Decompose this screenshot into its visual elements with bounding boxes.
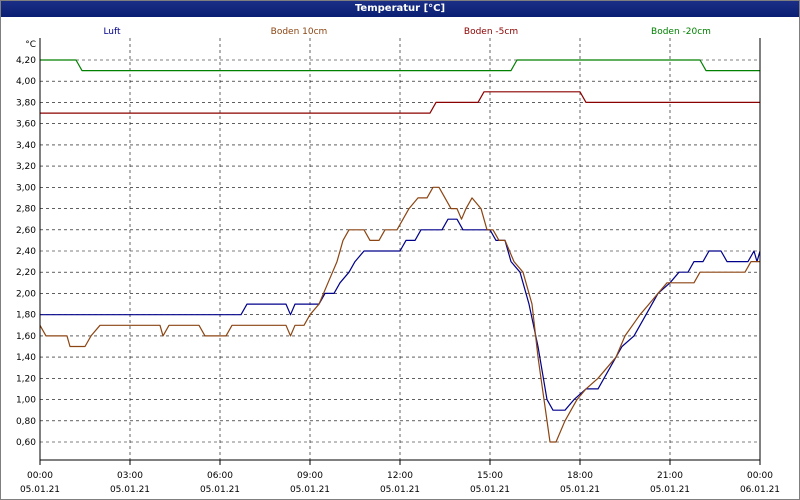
- axes: 0,60 0,80 1,00 1,20 1,40 1,60 1,80 2,00 2,20 2,40…: [16, 38, 780, 495]
- x-tick-date: 05.01.21: [20, 485, 60, 495]
- x-tick-date: 06.01.21: [740, 485, 780, 495]
- window-title: Temperatur [°C]: [1, 1, 799, 17]
- y-tick-label: 2,20: [16, 268, 36, 278]
- legend-item-0: Luft: [103, 27, 121, 37]
- x-tick-date: 05.01.21: [380, 485, 420, 495]
- y-tick-label: 3,60: [16, 120, 36, 130]
- y-tick-label: 2,80: [16, 205, 36, 215]
- y-tick-label: 3,40: [16, 141, 36, 151]
- y-tick-label: 2,40: [16, 247, 36, 257]
- x-tick-time: 00:00: [747, 471, 773, 481]
- x-tick-time: 00:00: [27, 471, 53, 481]
- y-tick-label: 3,80: [16, 98, 36, 108]
- y-tick-label: 4,00: [16, 77, 36, 87]
- y-tick-label: 1,80: [16, 311, 36, 321]
- y-tick-label: 1,40: [16, 353, 36, 363]
- legend: Luft Boden 10cm Boden -5cm Boden -20cm: [103, 27, 711, 37]
- grid: [40, 38, 760, 460]
- legend-item-3: Boden -20cm: [651, 27, 711, 37]
- x-tick-time: 03:00: [117, 471, 143, 481]
- series-line-2: [40, 91, 760, 114]
- x-tick-date: 05.01.21: [200, 485, 240, 495]
- x-tick-time: 21:00: [657, 471, 683, 481]
- x-tick-date: 05.01.21: [290, 485, 330, 495]
- y-axis-unit: °C: [25, 40, 36, 50]
- x-tick-date: 05.01.21: [110, 485, 150, 495]
- legend-item-1: Boden 10cm: [271, 27, 328, 37]
- series-line-1: [39, 186, 760, 443]
- series-lines: [39, 59, 761, 443]
- y-tick-label: 3,20: [16, 162, 36, 172]
- y-tick-label: 1,20: [16, 374, 36, 384]
- x-tick-date: 05.01.21: [650, 485, 690, 495]
- y-tick-label: 0,80: [16, 417, 36, 427]
- y-tick-label: 2,60: [16, 226, 36, 236]
- y-tick-label: 2,00: [16, 289, 36, 299]
- series-line-3: [40, 59, 760, 72]
- x-tick-date: 05.01.21: [470, 485, 510, 495]
- x-tick-time: 09:00: [297, 471, 323, 481]
- y-tick-label: 3,00: [16, 183, 36, 193]
- y-tick-label: 0,60: [16, 438, 36, 448]
- x-tick-time: 06:00: [207, 471, 233, 481]
- legend-item-2: Boden -5cm: [464, 27, 518, 37]
- x-tick-time: 15:00: [477, 471, 503, 481]
- x-tick-date: 05.01.21: [560, 485, 600, 495]
- series-line-0: [40, 218, 761, 411]
- y-tick-label: 1,00: [16, 396, 36, 406]
- x-tick-time: 18:00: [567, 471, 593, 481]
- y-tick-label: 4,20: [16, 56, 36, 66]
- y-tick-label: 1,60: [16, 332, 36, 342]
- x-tick-time: 12:00: [387, 471, 413, 481]
